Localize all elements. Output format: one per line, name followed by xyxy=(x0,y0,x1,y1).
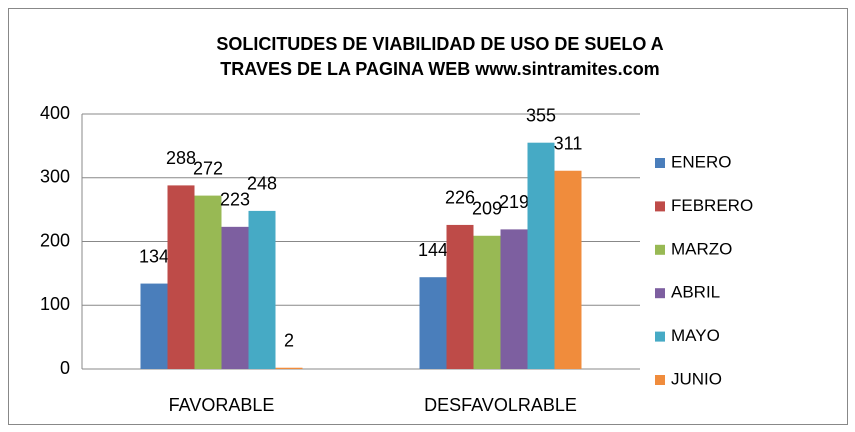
legend-swatch xyxy=(655,331,665,342)
legend-swatch xyxy=(655,158,665,168)
bar xyxy=(554,170,582,369)
bar xyxy=(446,224,474,369)
bar xyxy=(527,142,555,369)
legend-swatch xyxy=(655,244,665,255)
value-label: 223 xyxy=(220,190,250,210)
legend-label: FEBRERO xyxy=(671,196,753,215)
bar xyxy=(221,226,249,369)
bar xyxy=(419,277,447,369)
bar xyxy=(194,195,222,369)
bar xyxy=(140,283,168,369)
legend-label: ABRIL xyxy=(671,283,720,302)
legend-swatch xyxy=(655,288,665,299)
bar xyxy=(248,210,276,369)
legend-label: MARZO xyxy=(671,239,732,258)
y-tick-label: 0 xyxy=(60,358,70,378)
bar xyxy=(167,185,195,369)
y-tick-label: 100 xyxy=(40,294,70,314)
value-label: 248 xyxy=(247,174,277,194)
value-label: 209 xyxy=(472,199,502,219)
value-label: 288 xyxy=(166,148,196,168)
legend-swatch xyxy=(655,201,665,212)
value-label: 311 xyxy=(554,133,583,153)
legend-swatch xyxy=(655,375,665,385)
legend-label: JUNIO xyxy=(671,369,722,388)
x-tick-label: DESFAVOLRABLE xyxy=(424,395,577,415)
legend-label: MAYO xyxy=(671,326,720,345)
y-tick-label: 200 xyxy=(40,230,70,250)
chart-title: SOLICITUDES DE VIABILIDAD DE USO DE SUEL… xyxy=(216,34,663,54)
y-tick-label: 300 xyxy=(40,167,70,187)
y-tick-label: 400 xyxy=(40,103,70,123)
x-tick-label: FAVORABLE xyxy=(169,395,275,415)
value-label: 2 xyxy=(284,330,294,350)
legend-label: ENERO xyxy=(671,152,731,171)
chart-title: TRAVES DE LA PAGINA WEB www.sintramites.… xyxy=(220,59,659,79)
value-label: 134 xyxy=(139,246,169,266)
value-label: 355 xyxy=(526,105,556,125)
value-label: 226 xyxy=(445,188,475,208)
value-label: 219 xyxy=(499,192,529,212)
bar xyxy=(500,229,528,369)
bar xyxy=(275,367,303,369)
bar xyxy=(473,235,501,369)
value-label: 272 xyxy=(193,158,223,178)
value-label: 144 xyxy=(418,240,448,260)
